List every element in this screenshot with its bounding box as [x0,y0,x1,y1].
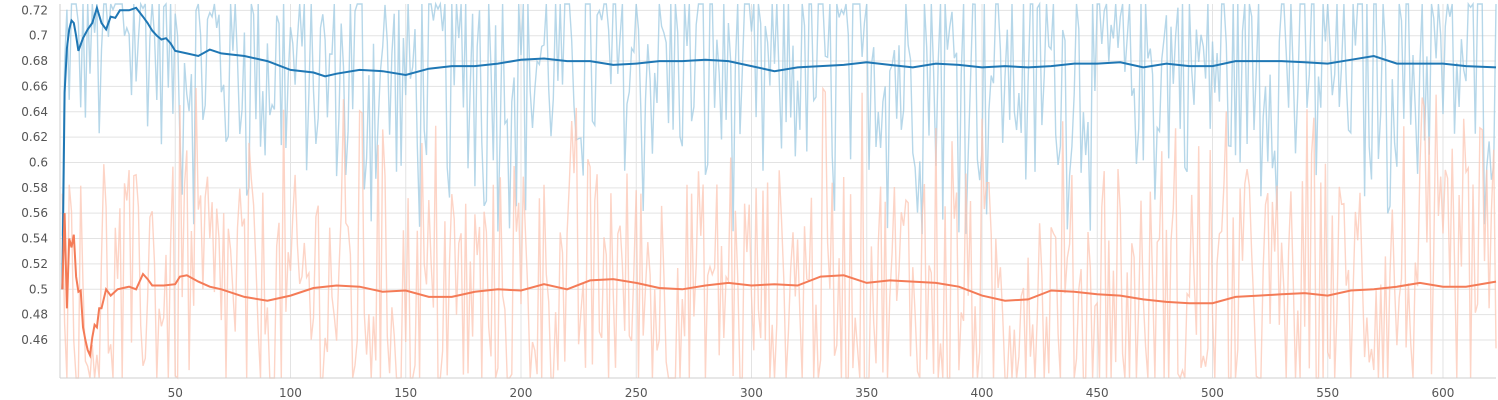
y-tick-label: 0.52 [21,257,48,271]
y-tick-label: 0.5 [29,282,48,296]
x-tick-label: 50 [168,386,183,400]
x-tick-label: 100 [279,386,302,400]
y-tick-label: 0.54 [21,232,48,246]
y-tick-label: 0.7 [29,29,48,43]
x-tick-label: 200 [510,386,533,400]
x-tick-label: 250 [625,386,648,400]
y-tick-label: 0.46 [21,333,48,347]
y-tick-label: 0.62 [21,130,48,144]
smoothed-series-line [61,213,1497,359]
axes: 0.46 0.48 0.5 0.52 0.54 0.56 0.58 0.6 0.62 0.64 0.… [21,3,1496,400]
y-tick-label: 0.6 [29,155,48,169]
smoothed-series [61,4,1497,359]
raw-series-line [61,1,1497,236]
x-tick-label: 300 [740,386,763,400]
x-tick-label: 150 [394,386,417,400]
x-tick-label: 550 [1316,386,1339,400]
y-tick-label: 0.58 [21,181,48,195]
y-tick-label: 0.72 [21,3,48,17]
x-tick-label: 500 [1201,386,1224,400]
smoothed-series-line [61,4,1497,290]
y-tick-label: 0.48 [21,308,48,322]
y-tick-label: 0.64 [21,105,48,119]
x-tick-label: 350 [855,386,878,400]
x-tick-label: 450 [1086,386,1109,400]
y-tick-label: 0.66 [21,79,48,93]
y-tick-label: 0.68 [21,54,48,68]
x-tick-label: 400 [971,386,994,400]
raw-series [61,1,1497,380]
y-tick-label: 0.56 [21,206,48,220]
raw-series-line [61,86,1497,380]
x-tick-label: 600 [1432,386,1455,400]
